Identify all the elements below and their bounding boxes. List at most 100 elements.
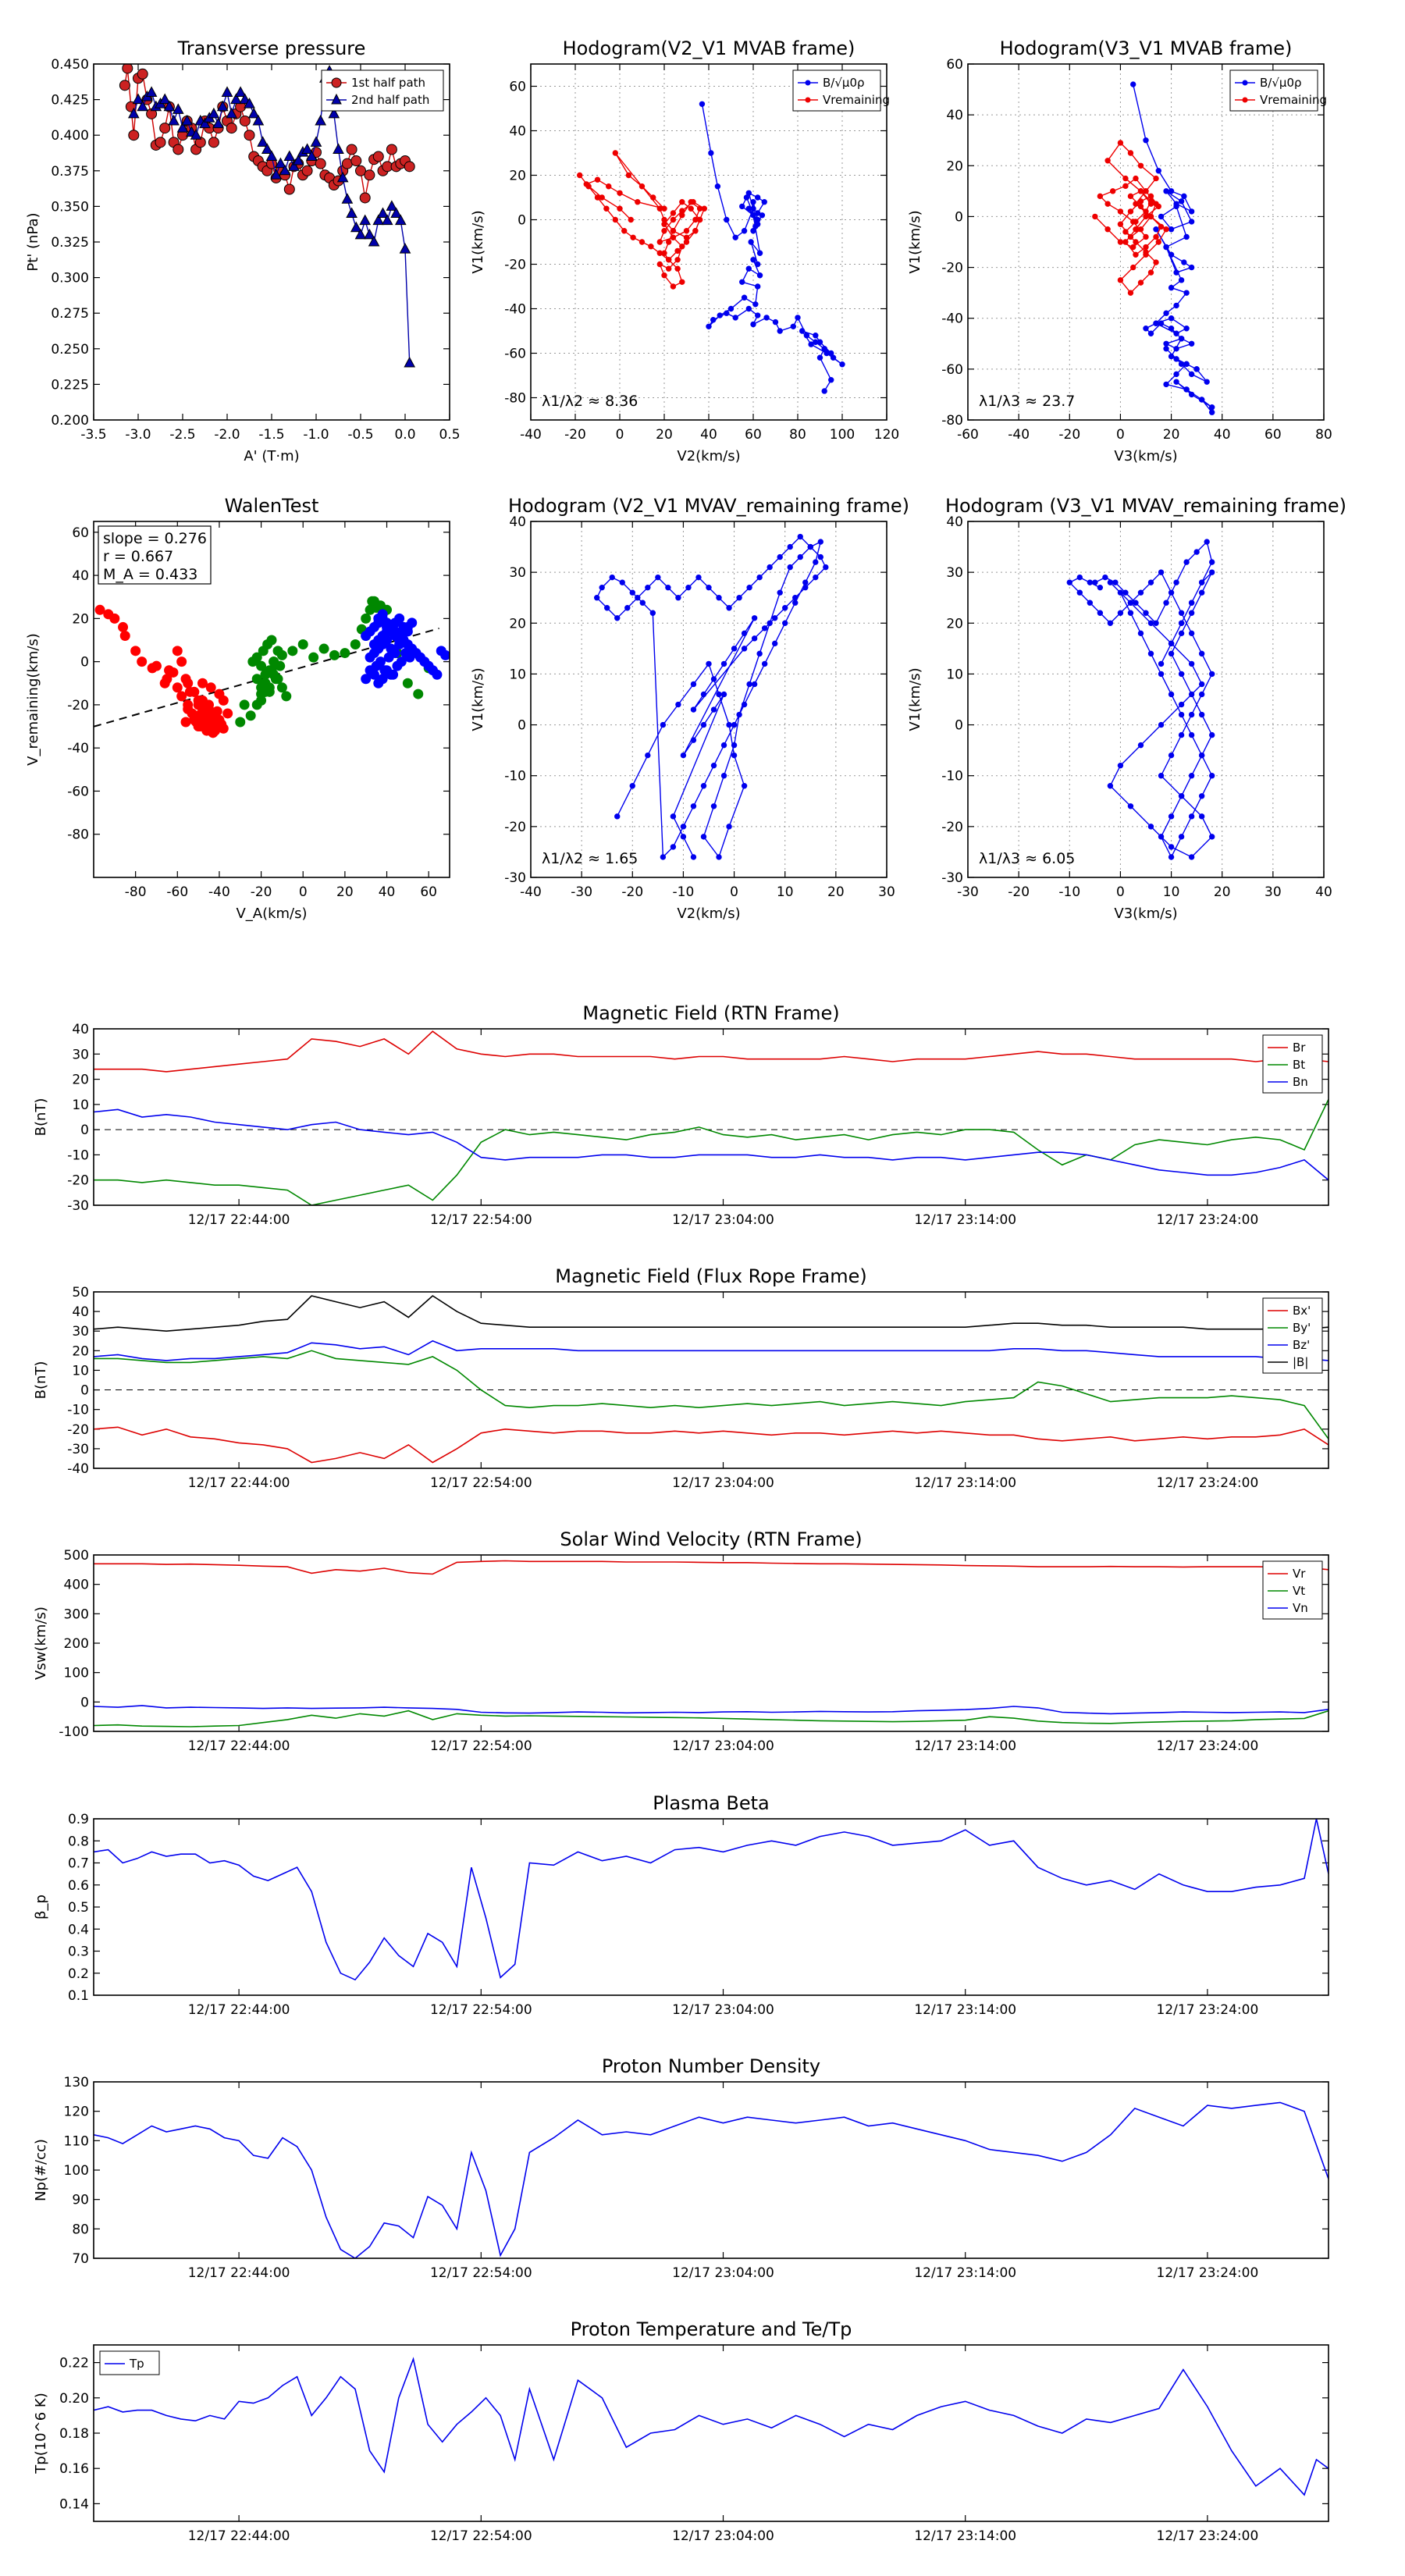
data-point xyxy=(359,192,371,204)
series-p xyxy=(94,1819,1329,1981)
x-tick-label: 60 xyxy=(745,427,762,443)
x-tick-label: -2.0 xyxy=(214,427,240,443)
y-tick-label: 60 xyxy=(509,80,526,95)
data-point xyxy=(399,243,411,254)
chart-hodo4: Hodogram (V3_V1 MVAV_remaining frame) -30… xyxy=(907,495,1346,922)
series-np xyxy=(94,2101,1329,2258)
data-point xyxy=(661,205,667,212)
plot-area xyxy=(94,1819,1329,1981)
data-point xyxy=(301,165,313,176)
data-point xyxy=(787,564,793,571)
plot-frame xyxy=(967,521,1325,878)
legend-label: Vr xyxy=(1293,1567,1306,1581)
data-point xyxy=(270,169,283,180)
data-point xyxy=(813,574,819,581)
legend-label: Vn xyxy=(1293,1601,1308,1615)
data-point xyxy=(1147,269,1154,276)
x-tick-label: -20 xyxy=(621,884,643,900)
data-point xyxy=(777,553,783,560)
y-tick-label: 0.350 xyxy=(51,199,89,215)
chart-title: Proton Number Density xyxy=(602,2055,820,2077)
data-point xyxy=(151,660,162,671)
data-point xyxy=(359,214,372,226)
data-point xyxy=(1173,379,1179,385)
series-segment-1 xyxy=(94,604,233,738)
data-point xyxy=(761,660,768,667)
data-point xyxy=(1168,251,1175,258)
data-point xyxy=(1076,589,1083,596)
x-tick-label: 12/17 22:44:00 xyxy=(188,1475,290,1491)
x-tick-label: -2.5 xyxy=(169,427,195,443)
stat-line: M_A = 0.433 xyxy=(103,566,197,583)
data-point xyxy=(675,701,681,708)
y-tick-label: -20 xyxy=(941,820,963,835)
data-point xyxy=(1087,600,1094,606)
y-tick-label: 0.16 xyxy=(59,2461,89,2477)
data-point xyxy=(750,212,756,219)
stats-box xyxy=(98,525,212,585)
x-tick-label: -20 xyxy=(1058,427,1080,443)
plot-frame xyxy=(93,521,450,878)
series-line xyxy=(94,1819,1329,1981)
data-point xyxy=(724,310,730,316)
y-tick-label: 0.14 xyxy=(59,2496,89,2512)
y-tick-label: -30 xyxy=(67,1442,89,1457)
data-point xyxy=(745,205,752,212)
chart-title: Plasma Beta xyxy=(653,1792,769,1814)
data-point xyxy=(604,605,610,611)
chart-tp: Proton Temperature and Te/Tp 12/17 22:44:… xyxy=(33,2318,1329,2544)
x-tick-label: -30 xyxy=(571,884,592,900)
data-point xyxy=(745,190,752,197)
data-point xyxy=(1127,290,1134,296)
data-point xyxy=(1158,223,1165,230)
data-point xyxy=(402,621,413,632)
legend: B/√μ0ρ Vremaining xyxy=(1229,69,1327,112)
y-tick-label: 0.5 xyxy=(68,1900,89,1916)
y-tick-label: 20 xyxy=(72,1073,89,1088)
data-point xyxy=(1153,620,1159,626)
y-tick-label: -20 xyxy=(504,258,526,273)
legend-label: B/√μ0ρ xyxy=(823,76,865,90)
y-tick-label: 40 xyxy=(509,124,526,140)
data-point xyxy=(158,93,171,105)
y-tick-label: 0 xyxy=(80,1123,89,1138)
data-point xyxy=(1127,803,1134,809)
data-point xyxy=(617,190,623,197)
data-point xyxy=(1122,183,1129,190)
data-point xyxy=(674,247,681,254)
data-point xyxy=(720,773,727,779)
data-point xyxy=(216,100,229,112)
data-point xyxy=(661,228,667,234)
chart-mag_rtn: Magnetic Field (RTN Frame) 12/17 22:44:00… xyxy=(33,1002,1329,1228)
y-tick-label: 30 xyxy=(509,565,526,581)
data-point xyxy=(264,682,275,693)
y-tick-label: 0.450 xyxy=(51,57,89,73)
data-point xyxy=(799,328,806,334)
data-point xyxy=(699,101,706,108)
series-vn xyxy=(94,1705,1329,1715)
x-tick-label: -10 xyxy=(1058,884,1080,900)
data-point xyxy=(333,143,344,154)
data-point xyxy=(1117,762,1124,769)
data-point xyxy=(1168,854,1175,860)
data-point xyxy=(1153,320,1159,326)
plot-area xyxy=(94,2101,1329,2258)
data-point xyxy=(660,854,667,860)
data-point xyxy=(354,228,367,240)
data-point xyxy=(1127,208,1134,215)
chart-title: WalenTest xyxy=(225,495,319,517)
data-point xyxy=(396,656,407,667)
data-point xyxy=(94,604,105,615)
data-point xyxy=(377,207,389,219)
data-point xyxy=(688,205,694,212)
data-point xyxy=(375,656,386,667)
data-point xyxy=(1117,277,1124,283)
data-point xyxy=(1117,589,1124,596)
chart-title: Hodogram (V2_V1 MVAV_remaining frame) xyxy=(508,495,909,517)
data-point xyxy=(221,86,233,97)
series-bt xyxy=(94,1099,1329,1205)
x-tick-label: 12/17 23:14:00 xyxy=(914,1475,1016,1491)
data-point xyxy=(1147,620,1154,626)
stat-line: slope = 0.276 xyxy=(103,530,207,547)
y-tick-label: -60 xyxy=(67,784,89,799)
